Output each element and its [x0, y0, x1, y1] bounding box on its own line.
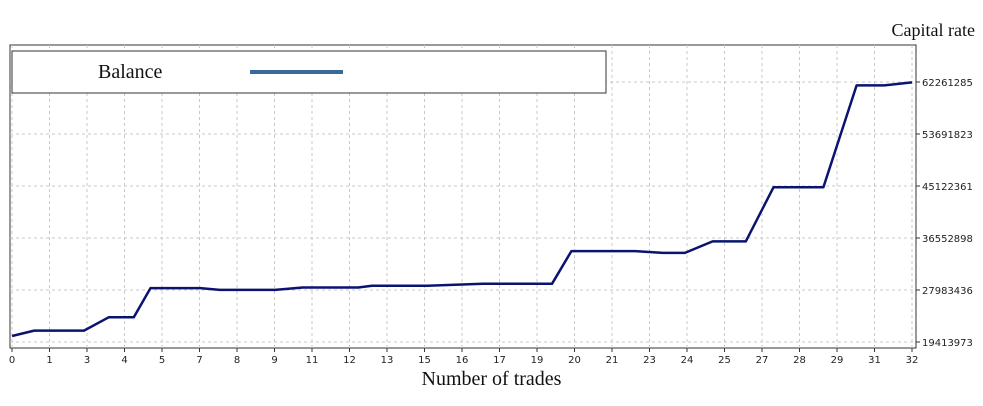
x-tick-label: 20: [568, 355, 581, 366]
x-tick-label: 17: [493, 355, 506, 366]
x-tick-label: 29: [831, 355, 844, 366]
x-tick-label: 5: [159, 355, 165, 366]
legend: Balance: [11, 50, 607, 94]
x-axis-title: Number of trades: [421, 368, 562, 390]
x-tick-label: 32: [906, 355, 919, 366]
x-tick-label: 3: [84, 355, 90, 366]
x-tick-label: 15: [418, 355, 431, 366]
x-tick-label: 1: [46, 355, 52, 366]
y-tick-label: 62261285: [922, 78, 973, 89]
x-tick-label: 7: [196, 355, 202, 366]
x-tick-label: 28: [793, 355, 806, 366]
x-tick-label: 21: [606, 355, 619, 366]
x-tick-label: 4: [121, 355, 127, 366]
x-tick-label: 9: [271, 355, 277, 366]
x-tick-label: 16: [456, 355, 469, 366]
x-tick-label: 19: [531, 355, 544, 366]
series-lines: [11, 81, 913, 338]
x-tick-label: 24: [681, 355, 694, 366]
x-tick-label: 12: [343, 355, 356, 366]
y-tick-label: 19413973: [922, 338, 973, 349]
y-tick-label: 27983436: [922, 286, 973, 297]
x-tick-label: 25: [718, 355, 731, 366]
x-tick-label: 23: [643, 355, 656, 366]
y-tick-label: 45122361: [922, 182, 973, 193]
grid: [10, 45, 916, 348]
legend-label: Balance: [98, 61, 163, 83]
series-line-balance: [11, 81, 913, 338]
x-tick-label: 13: [381, 355, 394, 366]
y-tick-labels: 19413973 27983436 36552898 45122361 53691823…: [916, 78, 973, 349]
x-tick-label: 8: [234, 355, 240, 366]
y-axis-title: Capital rate: [891, 20, 975, 40]
balance-chart: 0 1 3 4 5 7 8 9 11 12 13 15 16 17 19 20 21 23 24 25 27 28 29 31…: [9, 44, 973, 366]
x-tick-labels: 0 1 3 4 5 7 8 9 11 12 13 15 16 17 19 20 21 23 24 25 27 28 29 31…: [9, 348, 919, 366]
x-tick-label: 31: [868, 355, 881, 366]
y-tick-label: 53691823: [922, 130, 973, 141]
plot-frame: [9, 44, 917, 349]
x-tick-label: 11: [306, 355, 319, 366]
x-tick-label: 0: [9, 355, 15, 366]
x-tick-label: 27: [756, 355, 769, 366]
y-tick-label: 36552898: [922, 234, 973, 245]
